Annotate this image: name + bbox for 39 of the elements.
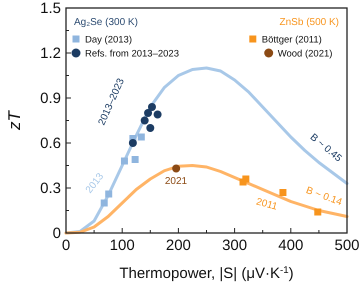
x-axis-title: Thermopower, |S| (μV·K$^{-1}$): [119, 264, 294, 282]
point: [154, 110, 162, 118]
x-tick-label: 400: [278, 237, 304, 254]
y-tick-label: 0.3: [40, 180, 61, 197]
annotation: B ~ 0.45: [308, 132, 344, 165]
point: [242, 176, 250, 182]
annotation: Ag₂Se (300 K): [74, 17, 138, 28]
y-axis-title: zT: [5, 109, 24, 131]
y-tick-label: 1.5: [40, 0, 61, 17]
point: [144, 109, 152, 117]
x-tick-label: 500: [334, 237, 360, 254]
legend-label: Wood (2021): [278, 48, 332, 60]
point: [100, 200, 108, 206]
point: [140, 116, 149, 124]
point: [120, 158, 128, 164]
annotation: 2021: [164, 176, 188, 187]
point: [138, 134, 145, 140]
legend-label: Day (2013): [85, 34, 132, 46]
y-tick-label: 0: [52, 225, 61, 242]
line-series: [64, 164, 348, 234]
point: [279, 189, 286, 196]
point: [146, 124, 154, 132]
x-tick-label: 100: [110, 237, 135, 254]
annotation: B ~ 0.14: [304, 185, 344, 208]
legend-label: Böttger (2011): [262, 34, 322, 46]
x-tick-label: 300: [222, 237, 248, 254]
point: [132, 156, 139, 163]
legend-label: Refs. from 2013–2023: [85, 48, 180, 60]
point: [128, 139, 137, 147]
annotation: 2011: [254, 196, 279, 213]
y-tick-label: 0.6: [40, 135, 61, 152]
point: [148, 103, 156, 111]
annotation: ZnSb (500 K): [280, 17, 339, 28]
x-tick-label: 200: [166, 237, 191, 254]
y-tick-label: 1.2: [40, 45, 61, 62]
point: [105, 190, 112, 198]
point: [314, 208, 322, 216]
y-tick-label: 0.9: [40, 90, 61, 107]
point: [172, 164, 180, 172]
